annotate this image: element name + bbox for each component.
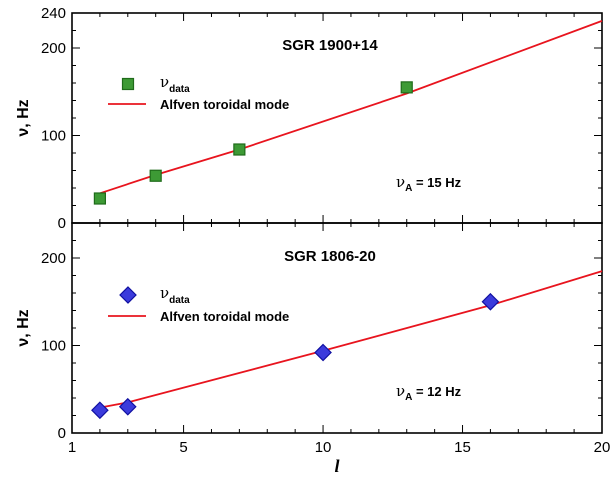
x-tick-label: 10 (315, 439, 332, 456)
legend-label-fit: Alfven toroidal mode (160, 97, 289, 112)
legend-subscript: data (169, 84, 190, 95)
x-tick-label: 1 (68, 439, 76, 456)
data-point (91, 401, 109, 420)
legend-label-data: νdata (160, 284, 190, 306)
alfven-frequency-annotation: νA = 12 Hz (396, 382, 462, 403)
y-axis-title: ν, Hz (15, 309, 32, 346)
x-tick-label: 15 (454, 439, 471, 456)
annotation-subscript: A (405, 392, 412, 403)
y-tick-label: 100 (41, 338, 66, 355)
y-tick-label: 0 (58, 425, 66, 442)
annotation-subscript: A (405, 183, 412, 194)
legend-marker (119, 286, 137, 304)
legend-nu-symbol: ν (160, 284, 169, 302)
alfven-frequency-annotation: νA = 15 Hz (396, 173, 462, 194)
x-tick-label: 5 (179, 439, 187, 456)
panel-title: SGR 1900+14 (282, 37, 378, 54)
legend-subscript: data (169, 295, 190, 306)
panel-title: SGR 1806-20 (284, 248, 376, 265)
data-point (314, 343, 332, 362)
panel-2 (71, 222, 603, 434)
y-tick-label: 200 (41, 40, 66, 57)
data-point (233, 143, 246, 156)
x-tick-label: 20 (594, 439, 611, 456)
data-point (400, 81, 413, 94)
annotation-nu-symbol: ν (396, 173, 405, 191)
y-tick-label: 200 (41, 250, 66, 267)
fit-line (99, 270, 603, 409)
x-axis-title: l (334, 456, 339, 476)
data-point (149, 169, 162, 182)
data-point (481, 292, 500, 311)
data-point (118, 397, 137, 416)
annotation-nu-symbol: ν (396, 382, 405, 400)
legend-nu-symbol: ν (160, 73, 169, 91)
y-axis-title: ν, Hz (15, 99, 32, 136)
data-point (93, 192, 106, 205)
annotation-value: = 12 Hz (412, 384, 461, 399)
y-tick-label: 0 (58, 215, 66, 232)
legend-label-fit: Alfven toroidal mode (160, 309, 289, 324)
y-tick-label: 240 (41, 5, 66, 22)
annotation-value: = 15 Hz (412, 175, 461, 190)
legend-marker (121, 77, 135, 91)
legend-label-data: νdata (160, 73, 190, 95)
y-tick-label: 100 (41, 128, 66, 145)
